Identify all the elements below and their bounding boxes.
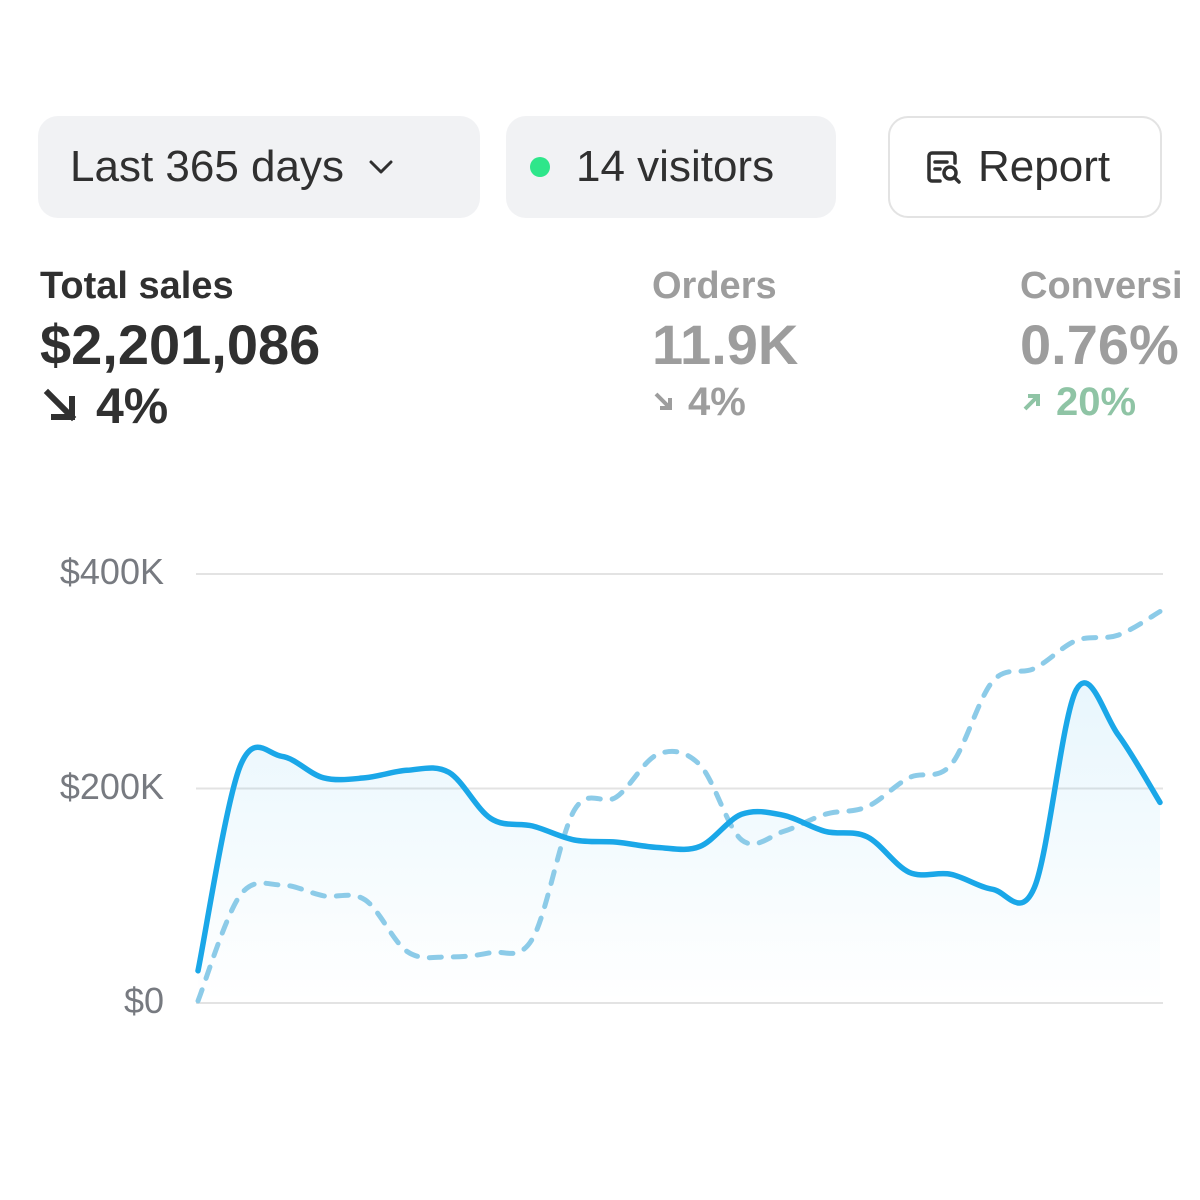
total-sales-metric[interactable]: Total sales $2,201,086 4% xyxy=(40,262,320,434)
date-range-selector[interactable]: Last 365 days xyxy=(38,116,480,218)
current-sales-point xyxy=(320,775,326,781)
previous-period-point xyxy=(1032,665,1038,671)
current-sales-point xyxy=(1073,687,1079,693)
previous-period-point xyxy=(697,762,703,768)
previous-period-point xyxy=(739,837,745,843)
current-sales-point xyxy=(822,828,828,834)
previous-period-point xyxy=(781,828,787,834)
total-sales-delta-value: 4% xyxy=(96,378,169,434)
previous-period-point xyxy=(195,998,201,1004)
previous-period-point xyxy=(613,794,619,800)
previous-period-point xyxy=(864,804,870,810)
conversion-value: 0.76% xyxy=(1020,313,1179,376)
current-sales-point xyxy=(948,871,954,877)
previous-period-point xyxy=(948,762,954,768)
previous-period-point xyxy=(1157,609,1163,615)
current-sales-point xyxy=(697,843,703,849)
report-button[interactable]: Report xyxy=(888,116,1162,218)
current-sales-point xyxy=(404,767,410,773)
report-label: Report xyxy=(978,142,1111,191)
conversion-metric[interactable]: Conversi 0.76% 20% xyxy=(1020,262,1183,426)
conversion-delta-value: 20% xyxy=(1056,380,1137,424)
previous-period-point xyxy=(320,893,326,899)
previous-period-point xyxy=(279,882,285,888)
current-sales-point xyxy=(446,769,452,775)
current-sales-point xyxy=(655,844,661,850)
live-visitors-button[interactable]: 14 visitors xyxy=(506,116,836,218)
previous-period-point xyxy=(822,811,828,817)
current-sales-point xyxy=(237,764,243,770)
previous-period-point xyxy=(571,807,577,813)
current-sales-point xyxy=(781,812,787,818)
orders-label: Orders xyxy=(652,265,777,307)
previous-period-point xyxy=(530,936,536,942)
current-sales-point xyxy=(362,775,368,781)
previous-period-point xyxy=(237,893,243,899)
arrow-down-right-icon xyxy=(654,392,672,410)
orders-value: 11.9K xyxy=(652,313,799,376)
status-dot-icon xyxy=(530,157,550,177)
y-tick-label: $400K xyxy=(59,551,164,592)
current-sales-point xyxy=(1032,884,1038,890)
total-sales-label: Total sales xyxy=(40,265,234,307)
current-sales-point xyxy=(1157,799,1163,805)
previous-period-point xyxy=(655,751,661,757)
current-sales-point xyxy=(279,753,285,759)
current-sales-point xyxy=(990,886,996,892)
current-sales-point xyxy=(488,816,494,822)
orders-delta-value: 4% xyxy=(688,380,746,424)
current-sales-point xyxy=(195,968,201,974)
report-search-icon xyxy=(922,145,966,189)
conversion-delta: 20% xyxy=(1020,378,1183,426)
current-sales-point xyxy=(864,834,870,840)
total-sales-delta: 4% xyxy=(40,378,320,434)
previous-period-point xyxy=(488,950,494,956)
previous-period-point xyxy=(446,954,452,960)
previous-period-point xyxy=(990,678,996,684)
previous-period-line xyxy=(195,609,1163,1004)
current-sales-point xyxy=(739,811,745,817)
previous-period-point xyxy=(1073,637,1079,643)
date-range-label: Last 365 days xyxy=(70,142,344,191)
current-sales-area xyxy=(198,682,1160,1003)
conversion-label: Conversi xyxy=(1020,265,1183,307)
current-sales-point xyxy=(1115,732,1121,738)
y-tick-label: $0 xyxy=(123,980,164,1021)
current-sales-point xyxy=(613,839,619,845)
previous-period-point xyxy=(906,775,912,781)
arrow-down-right-icon xyxy=(43,388,77,422)
arrow-up-right-icon xyxy=(1023,394,1040,411)
chevron-down-icon xyxy=(366,152,396,182)
visitors-label: 14 visitors xyxy=(576,142,775,191)
previous-period-point xyxy=(404,949,410,955)
previous-period-point xyxy=(362,897,368,903)
orders-delta: 4% xyxy=(652,378,798,426)
current-sales-point xyxy=(530,823,536,829)
current-sales-line xyxy=(195,680,1163,974)
y-tick-label: $200K xyxy=(59,765,164,807)
current-sales-point xyxy=(906,869,912,875)
orders-metric[interactable]: Orders 11.9K 4% xyxy=(652,262,798,426)
total-sales-value: $2,201,086 xyxy=(40,313,321,376)
previous-period-point xyxy=(1115,632,1121,638)
current-sales-point xyxy=(571,837,577,843)
